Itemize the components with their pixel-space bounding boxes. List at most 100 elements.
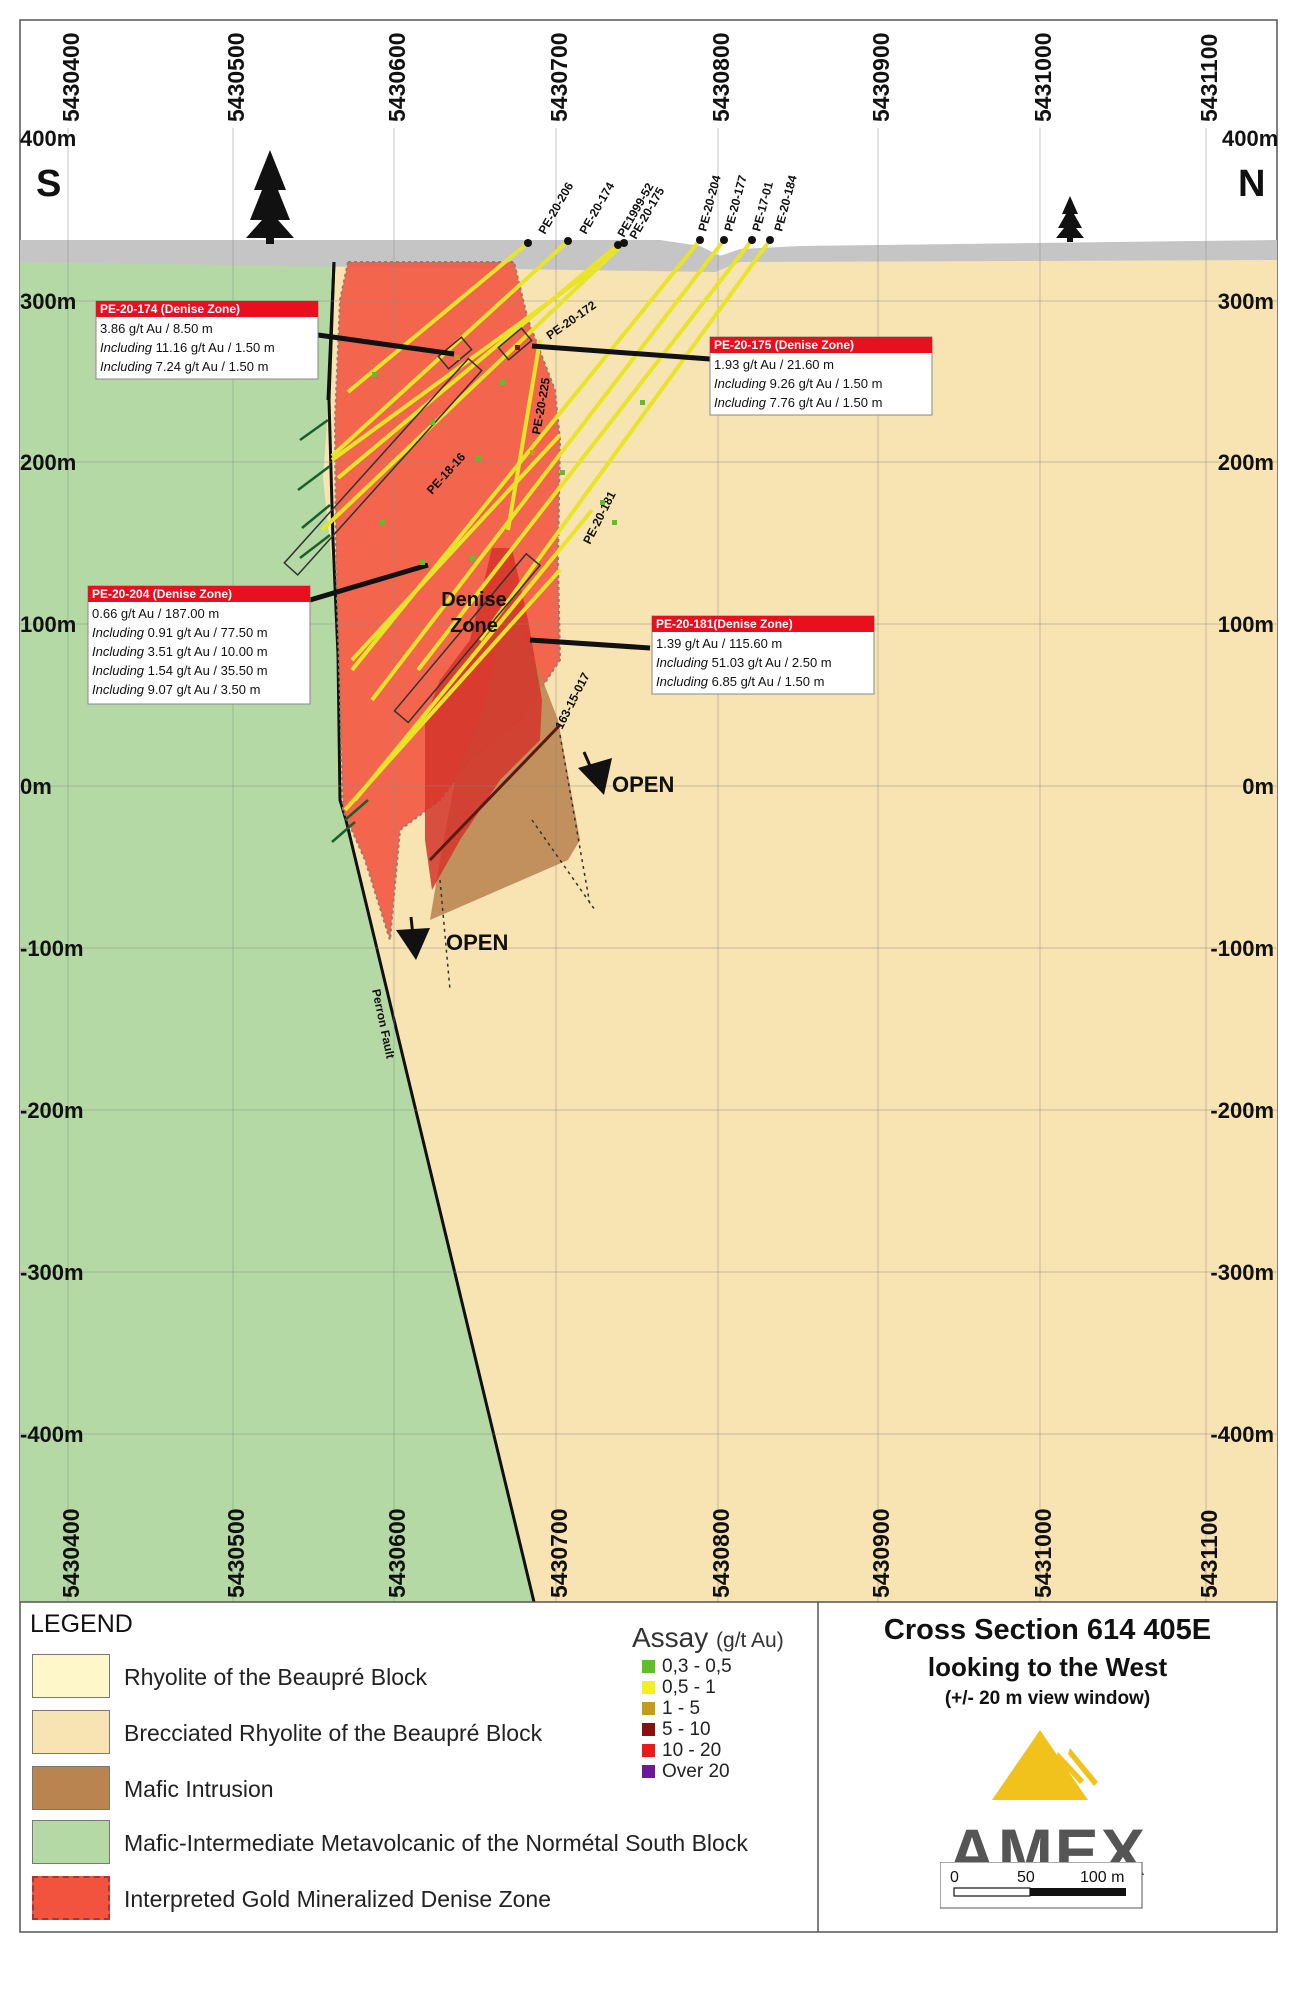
drillhole-pe-18-16 xyxy=(350,433,562,662)
elevation-label-right: -300m xyxy=(1210,1260,1274,1285)
interval-boxes xyxy=(283,327,542,724)
green-hole-collars xyxy=(297,418,369,843)
assay-marker xyxy=(600,500,605,505)
legend-swatch xyxy=(32,1710,110,1754)
callout-line: Including 1.54 g/t Au / 35.50 m xyxy=(92,663,268,678)
open-arrow-2: OPEN xyxy=(396,916,508,960)
assay-marker xyxy=(470,556,475,561)
tree-icon xyxy=(1056,196,1084,242)
elevation-label-right: 100m xyxy=(1218,612,1274,637)
zone-label-1: Denise xyxy=(441,589,507,611)
callout-line: 0.66 g/t Au / 187.00 m xyxy=(92,606,219,621)
northing-label-top: 5430500 xyxy=(223,32,249,122)
elevation-label-right: 200m xyxy=(1218,450,1274,475)
callout-title: PE-20-175 (Denise Zone) xyxy=(714,338,854,352)
callout-line: Including 7.76 g/t Au / 1.50 m xyxy=(714,395,882,410)
assay-marker xyxy=(372,372,377,377)
callout-pe-20-204: PE-20-204 (Denise Zone) 0.66 g/t Au / 187… xyxy=(87,585,311,705)
northing-label-bottom: 5431000 xyxy=(1030,1508,1056,1598)
northing-label-top: 5430700 xyxy=(546,32,572,122)
callout-line: 1.93 g/t Au / 21.60 m xyxy=(714,357,834,372)
top-elevation-left: 400m xyxy=(20,126,76,151)
drillhole-pe-20-206 xyxy=(346,241,530,394)
grid-layer: 5430400 5430400 5430500 5430500 5430600 54306… xyxy=(20,32,1277,1602)
callout-line: 3.86 g/t Au / 8.50 m xyxy=(100,321,213,336)
drillhole-pe-20-181 xyxy=(353,508,594,802)
assay-marker xyxy=(640,400,645,405)
northing-label-bottom: 5430500 xyxy=(223,1508,249,1598)
collar-markers xyxy=(524,236,774,249)
assay-marker xyxy=(430,420,435,425)
elevation-label-right: -100m xyxy=(1210,936,1274,961)
elevation-label-right: -400m xyxy=(1210,1422,1274,1447)
legend-label: Interpreted Gold Mineralized Denise Zone xyxy=(124,1886,552,1912)
elevation-label-left: 0m xyxy=(20,774,52,799)
drillhole-pe-17-01 xyxy=(416,238,754,672)
callout-line: Including 0.91 g/t Au / 77.50 m xyxy=(92,625,268,640)
legend-panel: LEGEND Rhyolite of the Beaupré Block Bre… xyxy=(20,1602,818,1932)
drillhole-pe-20-174 xyxy=(330,239,570,458)
callout-leaders xyxy=(309,332,711,651)
assay-marker xyxy=(560,470,565,475)
assay-marker xyxy=(612,520,617,525)
assay-marker xyxy=(420,560,425,565)
callout-line: Including 7.24 g/t Au / 1.50 m xyxy=(100,359,268,374)
drillhole-pe-20-175 xyxy=(320,241,626,532)
elevation-label-right: 300m xyxy=(1218,289,1274,314)
northing-label-top: 5431000 xyxy=(1030,32,1056,122)
callout-line: Including 9.26 g/t Au / 1.50 m xyxy=(714,376,882,391)
callout-title: PE-20-181(Denise Zone) xyxy=(656,617,793,631)
callout-line: Including 9.07 g/t Au / 3.50 m xyxy=(92,682,260,697)
legend-swatch xyxy=(32,1820,110,1864)
zone-label-2: Zone xyxy=(450,615,498,637)
drillhole-pe-20-184 xyxy=(478,238,772,642)
callout-pe-20-175: PE-20-175 (Denise Zone) 1.93 g/t Au / 21.… xyxy=(709,336,933,416)
drillhole-extensions-dotted xyxy=(439,734,596,991)
section-title: Cross Section 614 405E xyxy=(883,1614,1212,1646)
callout-line: 1.39 g/t Au / 115.60 m xyxy=(656,636,782,651)
assay-marker xyxy=(530,450,535,455)
northing-label-bottom: 5430600 xyxy=(384,1508,410,1598)
scale-bar: 0 50 100 m xyxy=(940,1862,1143,1909)
open-label-1: OPEN xyxy=(612,772,674,797)
drillhole-pe-20-177 xyxy=(370,238,726,702)
elevation-label-left: 100m xyxy=(20,612,76,637)
south-label: S xyxy=(36,163,61,205)
northing-label-top: 5430400 xyxy=(58,32,84,122)
callout-title: PE-20-204 (Denise Zone) xyxy=(92,587,232,601)
tree-icon xyxy=(246,150,294,244)
legend-swatch xyxy=(32,1876,110,1920)
callout-title: PE-20-174 (Denise Zone) xyxy=(100,302,240,316)
legend-label: Rhyolite of the Beaupré Block xyxy=(124,1664,428,1690)
callout-pe-20-174: PE-20-174 (Denise Zone) 3.86 g/t Au / 8.5… xyxy=(95,300,319,380)
assay-marker xyxy=(380,520,385,525)
legend-label: Brecciated Rhyolite of the Beaupré Block xyxy=(124,1720,543,1746)
section-subtitle: looking to the West xyxy=(927,1652,1168,1682)
legend-title: LEGEND xyxy=(30,1610,133,1638)
legend-label: Mafic Intrusion xyxy=(124,1776,274,1802)
view-window: (+/- 20 m view window) xyxy=(944,1688,1151,1709)
north-label: N xyxy=(1238,163,1265,205)
legend-swatch xyxy=(32,1766,110,1810)
drillhole-pe-20-225 xyxy=(506,339,542,531)
denise-zone-core xyxy=(425,548,542,890)
drillholes xyxy=(320,238,772,862)
northing-label-bottom: 5430400 xyxy=(58,1508,84,1598)
assay-marker xyxy=(500,380,505,385)
elevation-label-left: -200m xyxy=(20,1098,84,1123)
legend-label: Mafic-Intermediate Metavolcanic of the N… xyxy=(124,1830,748,1856)
assay-title: Assay (g/t Au) xyxy=(632,1622,784,1653)
callout-line: Including 6.85 g/t Au / 1.50 m xyxy=(656,674,824,689)
elevation-label-left: -300m xyxy=(20,1260,84,1285)
open-label-2: OPEN xyxy=(446,930,508,955)
northing-label-top: 5431100 xyxy=(1196,34,1222,122)
scale-0: 0 xyxy=(950,1869,959,1886)
northing-label-top: 5430600 xyxy=(384,32,410,122)
drillhole-163-15-017-solid xyxy=(428,723,562,862)
elevation-label-left: 300m xyxy=(20,289,76,314)
assay-markers xyxy=(372,345,645,565)
northing-label-bottom: 5430900 xyxy=(868,1508,894,1598)
top-elevation-right: 400m xyxy=(1222,126,1278,151)
open-arrow-1: OPEN xyxy=(578,751,674,797)
